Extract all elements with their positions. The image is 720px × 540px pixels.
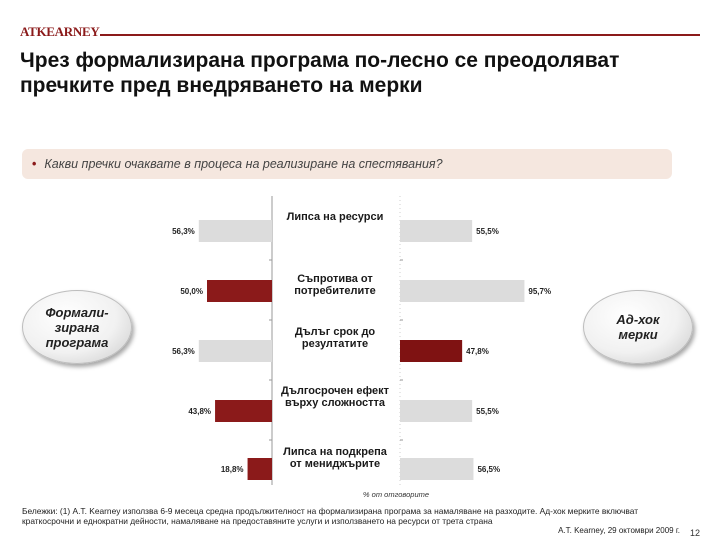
adhoc-value-label-1: 55,5% [476,227,499,236]
formal-bar-3 [198,340,272,362]
x-axis-label: % от отговорите [362,490,430,499]
category-label-2: Съпротива от потребителите [294,273,376,297]
category-label-3: Дълъг срок до резултатите [294,326,376,350]
bullet-icon: • [32,157,37,171]
adhoc-bar-2 [400,280,525,302]
source-note: A.T. Kearney, 29 октомври 2009 г. [558,526,680,535]
adhoc-value-label-4: 55,5% [476,407,499,416]
survey-question-text: Какви пречки очаквате в процеса на реали… [44,157,443,171]
adhoc-bar-4 [400,400,473,422]
formal-value-label-1: 56,3% [172,227,195,236]
kearney-logo: ATKEARNEY [20,24,100,39]
formal-bar-4 [215,400,272,422]
formal-bar-1 [198,220,272,242]
header-rule [100,34,700,36]
formal-value-label-2: 50,0% [180,287,203,296]
survey-question: • Какви пречки очаквате в процеса на реа… [22,149,672,179]
category-label-4: Дългосрочен ефект върху сложността [281,385,389,409]
page-title: Чрез формализирана програма по-лесно се … [20,49,620,97]
formal-program-badge: Формали-зирана програма [22,290,132,364]
adhoc-value-label-3: 47,8% [466,347,489,356]
adhoc-bar-1 [400,220,473,242]
adhoc-measures-label: Ад-хок мерки [616,312,660,342]
formal-bar-5 [247,458,272,480]
category-label-5: Липса на подкрепа от мениджърите [283,446,387,470]
formal-value-label-3: 56,3% [172,347,195,356]
adhoc-value-label-5: 56,5% [477,465,500,474]
formal-bar-2 [207,280,272,302]
category-label-1: Липса на ресурси [286,211,384,223]
adhoc-bar-3 [400,340,463,362]
formal-value-label-5: 18,8% [221,465,244,474]
page-number: 12 [690,528,701,538]
adhoc-measures-badge: Ад-хок мерки [583,290,693,364]
footnote: Бележки: (1) A.T. Kearney използва 6-9 м… [22,506,639,526]
formal-value-label-4: 43,8% [188,407,211,416]
adhoc-value-label-2: 95,7% [528,287,551,296]
adhoc-bar-5 [400,458,474,480]
formal-program-label: Формали-зирана програма [45,304,109,350]
